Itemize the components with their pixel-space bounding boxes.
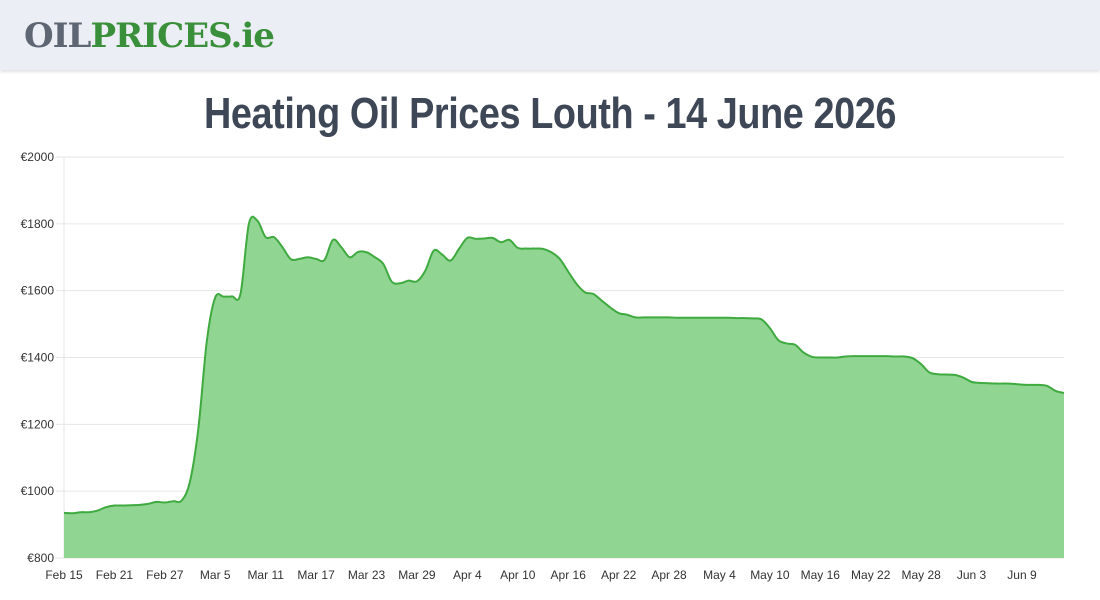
y-tick-label: €1600 xyxy=(21,284,55,298)
price-line xyxy=(63,215,1065,515)
x-tick-label: Mar 17 xyxy=(297,568,335,582)
site-logo[interactable]: OILPRICES.ie xyxy=(24,14,275,58)
logo-prices: PRICES.ie xyxy=(90,16,274,56)
x-tick-label: Jun 3 xyxy=(957,568,987,582)
x-tick-label: Apr 16 xyxy=(551,568,587,582)
x-tick-label: Apr 28 xyxy=(651,568,687,582)
x-axis: Feb 15 Feb 21 Feb 27 Mar 5 Mar 11 Mar 17 Mar 2… xyxy=(45,568,1037,582)
price-area xyxy=(64,216,1064,558)
x-tick-label: May 10 xyxy=(750,568,790,582)
x-tick-label: Mar 11 xyxy=(247,568,284,582)
x-tick-label: Feb 21 xyxy=(96,568,134,582)
y-tick-label: €1200 xyxy=(21,417,55,431)
y-tick-label: €1400 xyxy=(21,351,55,365)
x-tick-label: Mar 23 xyxy=(348,568,386,582)
x-tick-label: Mar 5 xyxy=(200,568,231,582)
y-axis: €800 €1000 €1200 €1400 €1600 €1800 €2000 xyxy=(21,150,55,565)
x-tick-label: Apr 10 xyxy=(500,568,536,582)
y-tick-label: €1000 xyxy=(21,484,55,498)
logo-oil: OIL xyxy=(24,16,91,56)
x-tick-label: May 16 xyxy=(801,568,841,582)
x-tick-label: Jun 9 xyxy=(1007,568,1037,582)
y-tick-label: €1800 xyxy=(21,217,55,231)
header-bar: OILPRICES.ie xyxy=(0,0,1100,70)
x-tick-label: May 28 xyxy=(901,568,941,582)
x-tick-label: Apr 4 xyxy=(453,568,482,582)
x-tick-label: Feb 15 xyxy=(45,568,83,582)
x-tick-label: May 22 xyxy=(851,568,891,582)
x-tick-label: May 4 xyxy=(703,568,736,582)
x-tick-label: Mar 29 xyxy=(398,568,436,582)
x-tick-label: Feb 27 xyxy=(146,568,184,582)
y-tick-label: €800 xyxy=(27,551,54,565)
page-title: Heating Oil Prices Louth - 14 June 2026 xyxy=(204,89,896,138)
y-tick-label: €2000 xyxy=(21,150,55,164)
x-tick-label: Apr 22 xyxy=(601,568,637,582)
